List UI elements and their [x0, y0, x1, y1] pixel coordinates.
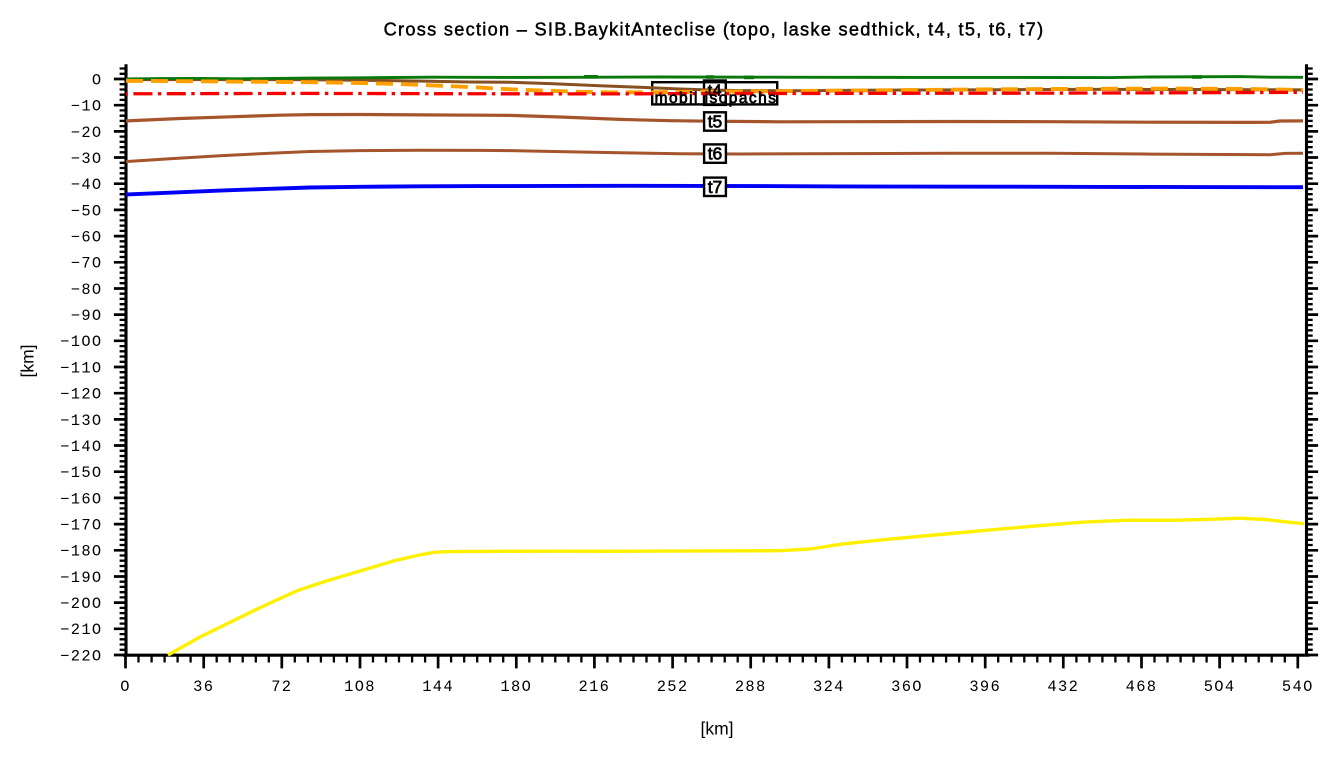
svg-text:−22O: −22O: [60, 647, 102, 665]
svg-text:mobil isopachs: mobil isopachs: [655, 90, 778, 107]
svg-text:O: O: [120, 678, 131, 696]
svg-text:−14O: −14O: [60, 438, 102, 456]
svg-text:36: 36: [193, 678, 214, 696]
svg-text:−8O: −8O: [71, 281, 103, 299]
svg-text:18O: 18O: [500, 678, 532, 696]
svg-text:−5O: −5O: [71, 202, 103, 220]
svg-text:−12O: −12O: [60, 386, 102, 404]
svg-text:468: 468: [1126, 678, 1158, 696]
svg-text:−4O: −4O: [71, 176, 103, 194]
svg-text:−17O: −17O: [60, 517, 102, 535]
svg-text:−1OO: −1OO: [60, 333, 102, 351]
svg-text:144: 144: [422, 678, 454, 696]
svg-text:432: 432: [1047, 678, 1079, 696]
svg-text:54O: 54O: [1282, 678, 1314, 696]
svg-text:−18O: −18O: [60, 543, 102, 561]
svg-text:36O: 36O: [891, 678, 923, 696]
svg-text:−15O: −15O: [60, 464, 102, 482]
svg-text:−6O: −6O: [71, 229, 103, 247]
svg-text:[km]: [km]: [700, 719, 733, 739]
svg-text:t6: t6: [708, 144, 723, 164]
svg-text:−16O: −16O: [60, 490, 102, 508]
svg-text:−11O: −11O: [60, 359, 102, 377]
svg-text:−2O: −2O: [71, 124, 103, 142]
svg-text:72: 72: [271, 678, 292, 696]
svg-text:−9O: −9O: [71, 307, 103, 325]
svg-text:Cross section – SIB.BaykitAnte: Cross section – SIB.BaykitAnteclise (top…: [384, 20, 1045, 40]
svg-text:t5: t5: [708, 112, 723, 132]
svg-text:5O4: 5O4: [1204, 678, 1236, 696]
svg-text:[km]: [km]: [18, 344, 38, 377]
svg-text:252: 252: [657, 678, 689, 696]
svg-text:216: 216: [579, 678, 611, 696]
svg-text:t7: t7: [708, 177, 723, 197]
svg-text:−21O: −21O: [60, 621, 102, 639]
svg-text:−3O: −3O: [71, 150, 103, 168]
svg-text:288: 288: [735, 678, 767, 696]
svg-text:t4: t4: [708, 83, 723, 100]
svg-text:324: 324: [813, 678, 845, 696]
svg-text:O: O: [92, 71, 103, 89]
svg-text:−1O: −1O: [71, 98, 103, 116]
svg-text:−2OO: −2OO: [60, 595, 102, 613]
svg-text:1O8: 1O8: [344, 678, 376, 696]
svg-text:−13O: −13O: [60, 412, 102, 430]
svg-text:396: 396: [969, 678, 1001, 696]
svg-text:−19O: −19O: [60, 569, 102, 587]
svg-text:−7O: −7O: [71, 255, 103, 273]
